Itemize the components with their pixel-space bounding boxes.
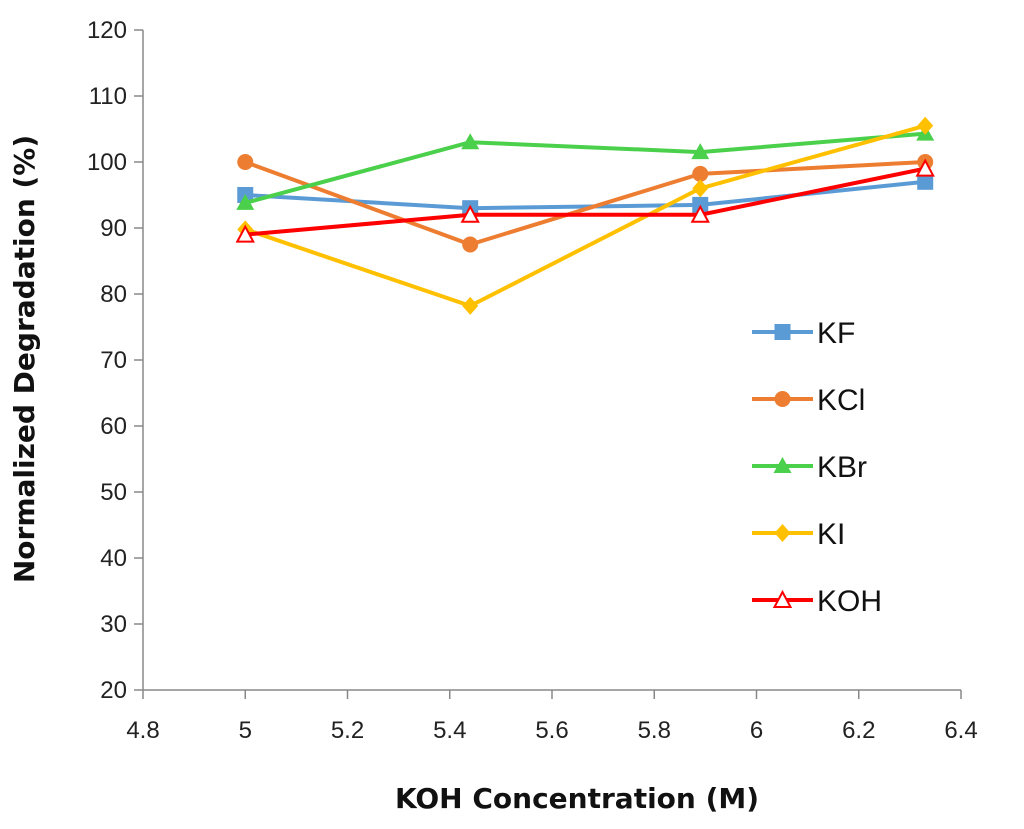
series-line-kf bbox=[245, 179, 926, 211]
legend-marker-kf bbox=[774, 324, 791, 340]
series-line-kbr bbox=[244, 131, 926, 205]
x-tick-label: 4.8 bbox=[126, 717, 159, 744]
y-tick-label: 40 bbox=[100, 545, 127, 572]
data-point-kcl bbox=[237, 154, 254, 170]
series-line-ki bbox=[244, 123, 926, 308]
y-tick-label: 70 bbox=[100, 347, 127, 374]
legend-label-kf: KF bbox=[817, 317, 855, 350]
legend-marker-ki bbox=[774, 524, 791, 542]
y-axis-title: Normalized Degradation (%) bbox=[8, 135, 41, 583]
x-tick-label: 6.4 bbox=[944, 717, 977, 744]
data-point-kbr bbox=[691, 143, 710, 160]
legend-marker-kcl bbox=[774, 391, 791, 407]
y-tick-label: 60 bbox=[100, 413, 127, 440]
data-point-kbr bbox=[461, 133, 480, 150]
legend-marker-koh bbox=[772, 589, 793, 608]
y-tick-label: 30 bbox=[100, 611, 127, 638]
y-tick-label: 80 bbox=[100, 281, 127, 308]
legend-item-kcl: KCl bbox=[752, 384, 865, 417]
x-tick-label: 6 bbox=[750, 717, 763, 744]
data-point-ki bbox=[692, 179, 709, 198]
x-tick-label: 5.4 bbox=[433, 717, 466, 744]
x-tick-label: 6.2 bbox=[842, 717, 875, 744]
x-tick-label: 5.6 bbox=[535, 717, 568, 744]
data-point-koh bbox=[690, 204, 710, 223]
series-line-kcl bbox=[244, 160, 926, 247]
axes: 20 30 40 50 60 70 80 90 100 110 120 4.8 5 5.2 5.4 5.6 5.… bbox=[87, 17, 978, 744]
data-point-koh bbox=[235, 224, 255, 243]
y-tick-label: 110 bbox=[89, 83, 127, 110]
legend-item-koh: KOH bbox=[752, 585, 882, 618]
legend-label-koh: KOH bbox=[817, 585, 882, 618]
data-point-kcl bbox=[462, 236, 479, 253]
series-kcl bbox=[237, 154, 934, 253]
y-tick-label: 50 bbox=[100, 479, 127, 506]
legend-marker-kbr bbox=[773, 457, 792, 473]
data-point-kbr bbox=[236, 193, 255, 210]
data-point-koh bbox=[915, 158, 935, 177]
y-tick-label: 90 bbox=[100, 215, 127, 242]
data-point-ki bbox=[917, 116, 934, 135]
x-tick-label: 5.2 bbox=[331, 717, 364, 744]
x-axis-title: KOH Concentration (M) bbox=[395, 782, 759, 815]
data-point-kf bbox=[917, 173, 934, 190]
series-line-koh bbox=[245, 166, 926, 237]
legend-item-kf: KF bbox=[752, 317, 855, 350]
legend: KF KCl KBr KI KOH bbox=[752, 317, 882, 618]
y-tick-label: 20 bbox=[100, 677, 127, 704]
series-kbr bbox=[236, 124, 935, 210]
legend-item-kbr: KBr bbox=[752, 451, 867, 484]
legend-item-ki: KI bbox=[752, 518, 845, 551]
legend-label-ki: KI bbox=[817, 518, 845, 551]
series-koh bbox=[235, 158, 935, 243]
data-point-ki bbox=[462, 296, 479, 315]
y-tick-label: 100 bbox=[87, 149, 127, 176]
y-tick-label: 120 bbox=[87, 17, 127, 44]
data-point-kcl bbox=[692, 165, 709, 182]
legend-label-kcl: KCl bbox=[817, 384, 865, 417]
data-point-koh bbox=[460, 204, 480, 223]
series-layer bbox=[235, 116, 935, 315]
x-tick-label: 5.8 bbox=[638, 717, 671, 744]
x-tick-label: 5 bbox=[239, 717, 252, 744]
legend-label-kbr: KBr bbox=[817, 451, 867, 484]
